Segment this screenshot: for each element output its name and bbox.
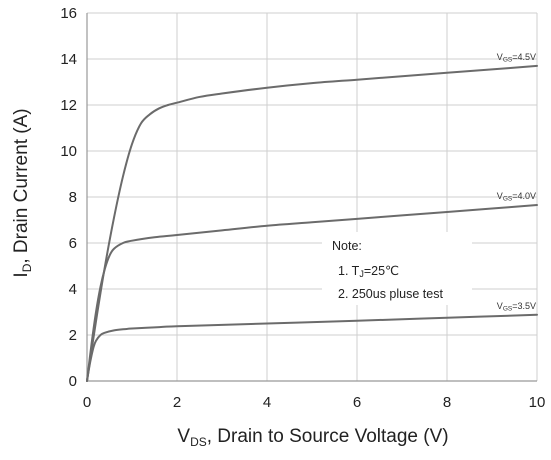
series-label-vgs-4-5V: VGS=4.5V — [497, 52, 536, 64]
y-axis-title: ID, Drain Current (A) — [11, 108, 34, 277]
tick-labels: 0 2 4 6 8 10 0 2 4 6 8 10 12 14 16 — [60, 5, 545, 411]
series-group: VGS=4.5V VGS=4.0V VGS=3.5V — [86, 52, 538, 382]
series-line-vgs-4-0V — [86, 204, 538, 382]
series-label-vgs-4-0V: VGS=4.0V — [497, 191, 536, 203]
x-tick-label-2: 2 — [173, 394, 181, 411]
note-line-2: 2. 250us pluse test — [338, 287, 443, 301]
note-title: Note: — [332, 239, 362, 253]
x-tick-label-0: 0 — [83, 394, 91, 411]
y-tick-label-8: 8 — [69, 189, 77, 206]
y-tick-label-4: 4 — [69, 281, 77, 298]
axes — [86, 13, 537, 382]
note-line-1: 1. TJ=25℃ — [338, 264, 399, 279]
y-tick-label-12: 12 — [60, 97, 77, 114]
y-tick-label-16: 16 — [60, 5, 77, 22]
y-tick-label-10: 10 — [60, 143, 77, 160]
note-annotation: Note: 1. TJ=25℃ 2. 250us pluse test — [322, 232, 472, 305]
series-label-vgs-3-5V: VGS=3.5V — [497, 301, 536, 313]
x-axis-title: VDS, Drain to Source Voltage (V) — [177, 426, 448, 449]
x-tick-label-6: 6 — [353, 394, 361, 411]
x-tick-label-4: 4 — [263, 394, 271, 411]
y-tick-label-0: 0 — [69, 373, 77, 390]
x-tick-label-8: 8 — [443, 394, 451, 411]
y-tick-label-2: 2 — [69, 327, 77, 344]
y-tick-label-14: 14 — [60, 51, 77, 68]
grid — [87, 12, 538, 381]
series-line-vgs-4-5V — [86, 64, 538, 382]
y-tick-label-6: 6 — [69, 235, 77, 252]
series-line-vgs-3-5V — [86, 313, 538, 382]
x-tick-label-10: 10 — [529, 394, 546, 411]
note-background — [322, 232, 472, 305]
